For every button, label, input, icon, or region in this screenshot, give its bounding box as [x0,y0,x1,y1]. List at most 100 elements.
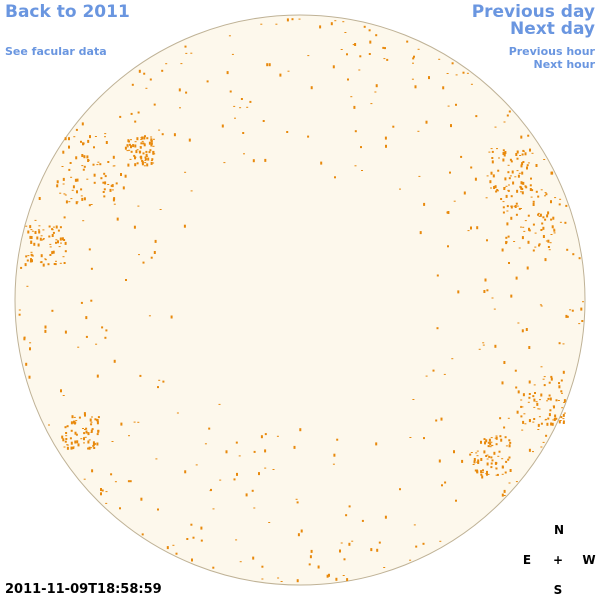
facula [134,120,137,123]
facula [536,402,539,406]
facula [252,556,255,560]
facula [522,393,525,397]
facula [141,533,144,536]
facula [172,544,175,546]
facula [128,149,131,151]
facula [277,577,280,579]
next-hour-link[interactable]: Next hour [533,58,596,71]
facula [135,150,138,154]
facula [82,428,84,429]
facula [520,405,523,408]
facula [94,136,97,137]
previous-day-link[interactable]: Previous day [471,2,595,22]
facula [59,226,62,229]
facula [507,189,510,191]
facula [29,260,32,263]
facula [130,139,132,141]
facula [66,425,69,428]
facula [558,382,560,385]
facula [546,422,549,426]
facula [496,473,499,476]
facular-link[interactable]: See facular data [5,45,107,58]
facula [101,326,104,329]
facula [235,539,238,541]
facula [114,481,117,483]
facula [296,501,299,504]
next-day-link[interactable]: Next day [510,19,595,39]
facula [253,450,256,453]
facula [485,439,488,443]
facula [375,442,378,446]
facula [190,523,193,526]
facula [57,229,60,232]
facula [524,423,527,425]
facula [519,155,522,156]
facula [47,263,50,266]
facula [64,330,67,334]
facula [107,184,110,185]
facula [354,130,357,133]
facula [486,239,488,242]
facula [178,88,181,92]
facula [212,508,215,510]
facula [486,289,489,292]
facula [555,399,558,402]
facula [533,398,536,402]
facula [59,262,62,264]
facula [185,52,188,54]
facula [239,561,242,563]
facula [547,246,550,248]
previous-hour-link[interactable]: Previous hour [508,45,595,58]
facula [501,466,504,469]
facula [529,188,532,191]
facula [264,449,267,453]
facula [141,136,144,140]
compass-north: N [553,523,565,537]
facula [505,460,508,463]
facula [476,455,479,457]
facula [48,235,51,238]
facula [580,307,583,311]
facula [28,375,31,379]
facula [93,181,96,184]
facula [489,446,492,448]
facula [72,447,75,449]
facula [539,213,542,217]
facula [103,188,106,191]
facula [245,493,248,497]
facula [558,385,561,389]
facula [30,258,32,262]
facula [90,447,93,449]
facula [85,316,88,320]
facula [399,188,401,190]
facula [537,213,540,216]
facula [192,536,195,539]
facula [505,445,508,447]
facula [488,455,491,458]
facula [236,472,238,476]
facula [502,201,505,203]
facula [111,441,114,442]
facula [229,90,232,93]
facula [496,189,499,191]
facula [317,565,320,569]
facula [137,111,140,114]
facula [376,548,379,552]
facula [128,435,130,437]
facula [233,105,236,107]
facula [495,462,498,465]
facula [565,204,568,207]
facula [534,246,537,248]
facula [551,422,554,426]
facula [392,125,395,128]
facula [191,558,193,562]
facula [188,138,191,142]
facula [105,141,108,144]
facula [520,415,523,418]
facula [37,229,40,231]
facula [138,254,140,256]
back-link[interactable]: Back to 2011 [5,2,130,22]
facula [551,225,554,229]
facula [422,542,425,545]
facula [126,144,129,147]
